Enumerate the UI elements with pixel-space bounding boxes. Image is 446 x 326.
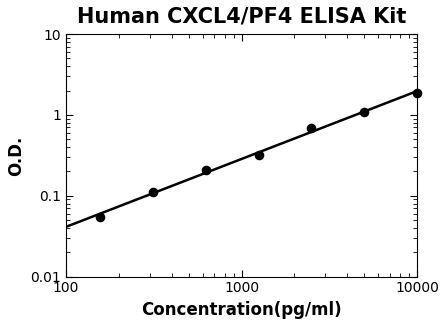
- Point: [202, 167, 209, 172]
- Point: [255, 152, 262, 157]
- Point: [308, 126, 315, 131]
- X-axis label: Concentration(pg/ml): Concentration(pg/ml): [141, 301, 342, 319]
- Y-axis label: O.D.: O.D.: [7, 135, 25, 175]
- Point: [97, 214, 104, 219]
- Title: Human CXCL4/PF4 ELISA Kit: Human CXCL4/PF4 ELISA Kit: [77, 7, 406, 27]
- Point: [413, 91, 421, 96]
- Point: [149, 189, 157, 194]
- Point: [361, 109, 368, 114]
